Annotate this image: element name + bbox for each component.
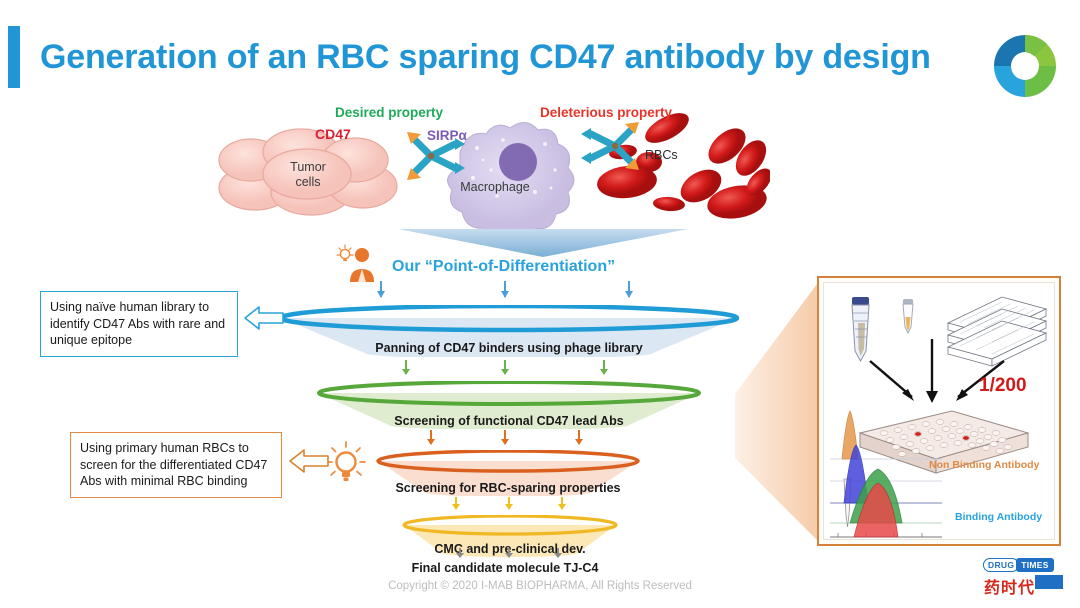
watermark-bar bbox=[1035, 575, 1063, 589]
antibody-right-icon bbox=[581, 122, 639, 170]
final-candidate-label: Final candidate molecule TJ-C4 bbox=[411, 561, 599, 575]
inset-artwork bbox=[830, 296, 1048, 538]
funnel-stage-screening-functional: Screening of functional CD47 lead Abs bbox=[313, 380, 705, 430]
biology-art bbox=[218, 113, 772, 237]
callout-naive-library: Using naïve human library to identify CD… bbox=[40, 291, 238, 357]
arrowheads bbox=[902, 389, 968, 403]
magnifier-wedge bbox=[735, 276, 823, 546]
watermark-wordmark: DRUG TIMES bbox=[983, 556, 1054, 573]
lightbulb-icon bbox=[326, 441, 366, 481]
tumor-cells-label-line1: Tumor bbox=[290, 160, 326, 174]
tumor-cells-label: Tumor cells bbox=[263, 160, 353, 190]
deleterious-property-label: Deleterious property bbox=[540, 105, 673, 120]
arrow-down bbox=[574, 430, 583, 445]
plate-stack-icon bbox=[946, 296, 1048, 367]
tumor-cells-icon bbox=[218, 128, 398, 216]
arrow-down bbox=[376, 281, 385, 298]
person-with-idea-icon bbox=[336, 244, 374, 282]
arrow-down bbox=[553, 548, 562, 558]
experiment-inset-panel: 1/200 Non Binding Antibody Binding Antib… bbox=[817, 276, 1061, 546]
microtube-icon bbox=[902, 299, 914, 335]
funnel-shape bbox=[376, 449, 640, 497]
desired-property-label: Desired property bbox=[335, 105, 444, 120]
arrow-down bbox=[624, 281, 633, 298]
callout-text: Using naïve human library to identify CD… bbox=[50, 300, 226, 347]
inset-inner-frame: 1/200 Non Binding Antibody Binding Antib… bbox=[823, 282, 1055, 540]
funnel-stage-label: Screening for RBC-sparing properties bbox=[395, 481, 621, 495]
arrow-down bbox=[504, 548, 513, 558]
arrow-down bbox=[504, 497, 513, 510]
tumor-cells-label-line2: cells bbox=[295, 175, 321, 189]
watermark-chinese-text: 药时代 bbox=[984, 578, 1036, 597]
conical-tube-icon bbox=[851, 297, 870, 363]
dilution-ratio-label: 1/200 bbox=[979, 375, 1027, 396]
arrow-down bbox=[557, 497, 566, 510]
watermark-drug-text: DRUG bbox=[983, 557, 1020, 572]
rbcs-label: RBCs bbox=[645, 148, 678, 162]
arrow-down bbox=[426, 430, 435, 445]
callout-arrow-left-orange bbox=[289, 449, 329, 473]
page-title: Generation of an RBC sparing CD47 antibo… bbox=[40, 38, 931, 76]
stage-arrows-final bbox=[455, 548, 562, 562]
arrow-down bbox=[500, 360, 509, 375]
cd47-label: CD47 bbox=[315, 126, 351, 142]
stage-arrows-3 bbox=[426, 430, 583, 450]
sirpa-label: SIRPα bbox=[427, 128, 467, 143]
funnel-stage-panning: Panning of CD47 binders using phage libr… bbox=[275, 303, 743, 359]
title-accent-bar bbox=[8, 26, 20, 88]
arrow-down bbox=[455, 548, 464, 558]
i-mab-logo bbox=[994, 34, 1056, 97]
microplate-icon bbox=[858, 410, 1030, 474]
rbcs-icon bbox=[597, 113, 772, 219]
stage-arrows-4 bbox=[451, 497, 566, 515]
non-binding-antibody-label: Non Binding Antibody bbox=[929, 459, 1040, 471]
down-chevron-icon bbox=[398, 229, 688, 257]
funnel-stage-label: Screening of functional CD47 lead Abs bbox=[394, 414, 624, 428]
arrow-down bbox=[500, 430, 509, 445]
callout-text: Using primary human RBCs to screen for t… bbox=[80, 441, 268, 488]
funnel-shape bbox=[402, 514, 618, 557]
funnel-shape bbox=[278, 303, 740, 359]
antibody-left-icon bbox=[407, 132, 465, 180]
drug-times-watermark: DRUG TIMES 药时代 bbox=[983, 556, 1063, 598]
callout-primary-rbcs: Using primary human RBCs to screen for t… bbox=[70, 432, 282, 498]
arrow-down bbox=[451, 497, 460, 510]
arrow-down bbox=[401, 360, 410, 375]
macrophage-icon bbox=[447, 122, 575, 237]
flow-cytometry-chart bbox=[830, 410, 942, 538]
point-of-differentiation-label: Our “Point-of-Differentiation” bbox=[392, 258, 616, 275]
funnel-shape bbox=[317, 380, 701, 430]
funnel-stage-cmc: CMC and pre-clinical dev. bbox=[400, 514, 620, 557]
arrow-down bbox=[599, 360, 608, 375]
biology-diagram: Desired property Deleterious property CD… bbox=[215, 100, 772, 237]
funnel-stage-label: Panning of CD47 binders using phage libr… bbox=[375, 341, 643, 355]
callout-arrow-left-blue bbox=[244, 306, 284, 330]
funnel-stage-rbc-sparing: Screening for RBC-sparing properties bbox=[374, 449, 642, 497]
stage-arrows-2 bbox=[401, 360, 608, 380]
arrow-down bbox=[500, 281, 509, 298]
macrophage-label: Macrophage bbox=[460, 180, 530, 194]
stage-arrows-1 bbox=[376, 281, 633, 303]
watermark-times-text: TIMES bbox=[1016, 557, 1054, 572]
copyright-notice: Copyright © 2020 I-MAB BIOPHARMA, All Ri… bbox=[388, 580, 692, 592]
binding-antibody-label: Binding Antibody bbox=[955, 511, 1043, 523]
